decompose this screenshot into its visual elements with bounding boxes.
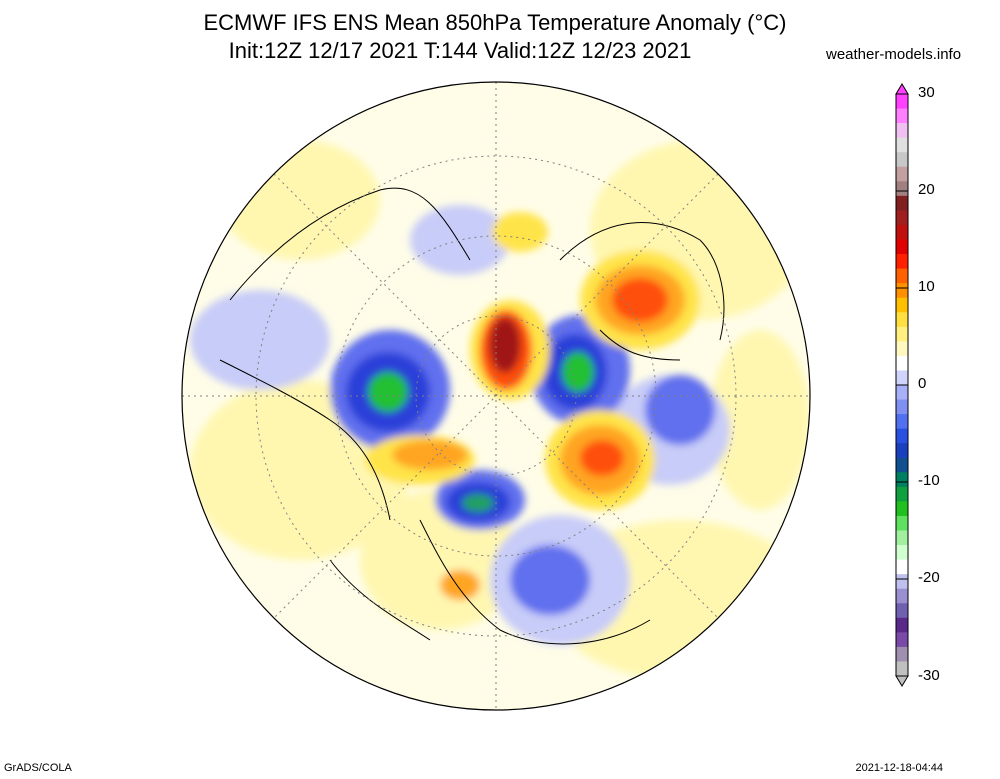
coast-asia-south (419, 519, 651, 645)
colorbar-label-neg30: -30 (918, 667, 940, 684)
colorbar-segment (896, 661, 908, 677)
map-subtitle: Init:12Z 12/17 2021 T:144 Valid:12Z 12/2… (228, 38, 692, 63)
colorbar-segment (896, 632, 908, 648)
green-core-west (368, 372, 408, 412)
map-disc (182, 82, 810, 710)
colorbar-segment (896, 152, 908, 168)
colorbar-segment (896, 312, 908, 328)
colorbar-segment (896, 254, 908, 270)
map-title: ECMWF IFS ENS Mean 850hPa Temperature An… (203, 10, 787, 35)
colorbar-segment (896, 224, 908, 240)
colorbar-segment (896, 297, 908, 313)
cold-patch-2 (190, 290, 330, 390)
colorbar-segment (896, 283, 908, 299)
colorbar-segment (896, 355, 908, 371)
warm-core-ridge (392, 440, 468, 470)
coast-scandinavia (599, 329, 681, 361)
warm-core-north (492, 212, 548, 252)
warm-patch-4 (710, 330, 810, 510)
warm-extreme-center (489, 317, 521, 373)
colorbar-segment (896, 195, 908, 211)
colorbar-segment (896, 166, 908, 182)
map-border (181, 81, 811, 711)
colorbar-segment (896, 617, 908, 633)
colorbar-segment (896, 326, 908, 342)
warm-core-south (440, 570, 480, 600)
colorbar-label-neg20: -20 (918, 569, 940, 586)
colorbar-segment (896, 181, 908, 197)
cold-core-e-outer (645, 375, 715, 445)
colorbar-segment (896, 210, 908, 226)
graticule (182, 82, 810, 710)
colorbar-segment (896, 472, 908, 488)
colorbar-segment (896, 268, 908, 284)
colorbar-segment (896, 515, 908, 531)
warm-hot-se (580, 440, 624, 476)
cold-core-sw-outer (510, 545, 590, 615)
green-core-east (562, 352, 594, 392)
colorbar-segment (896, 239, 908, 255)
colorbar-label-20: 20 (918, 181, 935, 198)
anomaly-fields (190, 140, 810, 680)
cold-patch-1 (410, 205, 510, 275)
colorbar-segment (896, 385, 908, 401)
green-core-south (462, 494, 494, 512)
colorbar-bottom-arrow (895, 675, 909, 687)
colorbar-label-neg10: -10 (918, 472, 940, 489)
coastlines (219, 187, 725, 645)
colorbar-segment (896, 341, 908, 357)
colorbar-segment (896, 123, 908, 139)
colorbar-top-arrow (895, 83, 909, 95)
colorbar-segment (896, 370, 908, 386)
colorbar-segment (896, 501, 908, 517)
coast-greenland (219, 359, 391, 521)
coast-eurasia-north (559, 222, 725, 341)
colorbar-segment (896, 428, 908, 444)
colorbar-segment (896, 137, 908, 153)
colorbar-segment (896, 559, 908, 575)
colorbar-segment (896, 530, 908, 546)
colorbar-label-30: 30 (918, 84, 935, 101)
colorbar-segment (896, 414, 908, 430)
colorbar-segment (896, 588, 908, 604)
colorbar-segment (896, 603, 908, 619)
colorbar-segment (896, 545, 908, 561)
colorbar-segment (896, 108, 908, 124)
coast-north-america (229, 187, 471, 301)
colorbar-segment (896, 457, 908, 473)
colorbar-segment (896, 399, 908, 415)
colorbar-label-0: 0 (918, 375, 927, 392)
footer-right: 2021-12-18-04:44 (855, 762, 943, 774)
colorbar-segment (896, 94, 908, 110)
colorbar-segment (896, 646, 908, 662)
colorbar-label-10: 10 (918, 278, 935, 295)
colorbar-segment (896, 574, 908, 590)
colorbar-segment (896, 443, 908, 459)
coast-pacific (329, 559, 431, 641)
warm-hot-ne (612, 278, 668, 322)
footer-left: GrADS/COLA (4, 762, 72, 774)
colorbar-segment (896, 486, 908, 502)
credit-text: weather-models.info (826, 46, 962, 63)
